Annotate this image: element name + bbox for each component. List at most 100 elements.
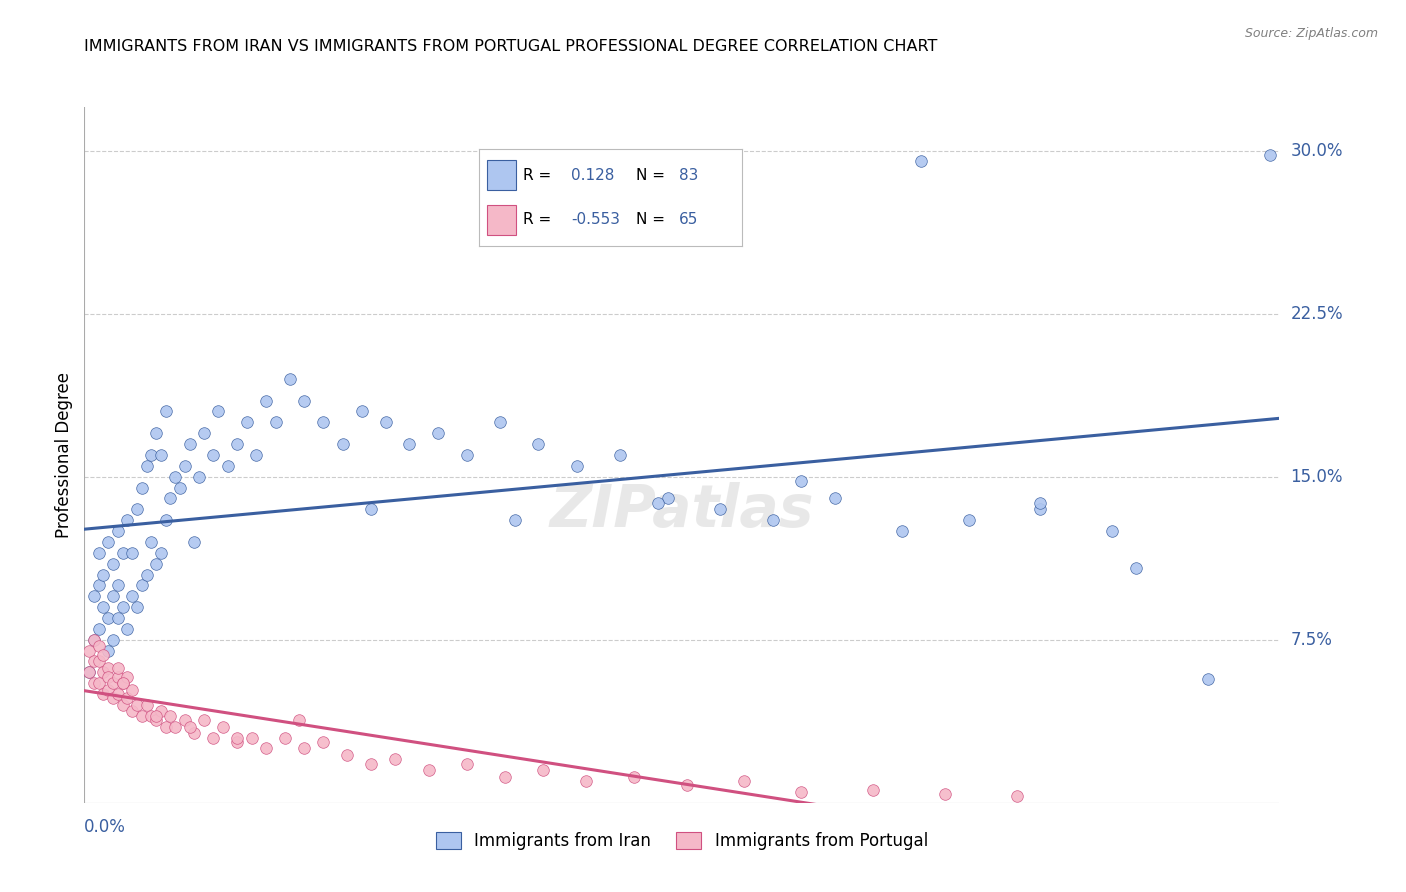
Point <box>762 513 785 527</box>
Point <box>494 770 516 784</box>
Point <box>527 437 550 451</box>
Point <box>1005 789 1028 804</box>
Point <box>890 524 912 538</box>
Point <box>135 698 157 712</box>
Point <box>332 437 354 451</box>
Point <box>179 720 201 734</box>
Point <box>83 589 105 603</box>
Point <box>647 496 669 510</box>
Point <box>531 763 554 777</box>
Text: -0.553: -0.553 <box>571 212 620 227</box>
Point <box>83 655 105 669</box>
Point <box>97 670 120 684</box>
Point <box>240 731 263 745</box>
FancyBboxPatch shape <box>486 161 516 190</box>
Point <box>489 415 512 429</box>
Point <box>312 415 335 429</box>
Point <box>675 778 697 792</box>
Point <box>288 713 311 727</box>
Point <box>575 774 598 789</box>
Point <box>159 491 181 506</box>
Point <box>125 698 148 712</box>
Point <box>202 731 225 745</box>
Point <box>657 491 679 506</box>
Point <box>179 437 201 451</box>
Point <box>350 404 373 418</box>
Point <box>101 557 124 571</box>
Point <box>111 698 134 712</box>
Point <box>87 676 110 690</box>
Point <box>456 756 478 771</box>
Point <box>709 502 731 516</box>
Text: N =: N = <box>637 212 665 227</box>
Point <box>145 713 167 727</box>
Point <box>117 670 139 684</box>
Text: 7.5%: 7.5% <box>1291 631 1333 648</box>
Point <box>121 682 143 697</box>
Point <box>609 448 631 462</box>
Point <box>93 687 115 701</box>
Point <box>121 546 143 560</box>
Point <box>360 756 382 771</box>
Text: R =: R = <box>523 168 551 183</box>
Point <box>121 589 143 603</box>
Point <box>117 513 139 527</box>
Point <box>87 655 110 669</box>
Point <box>83 632 105 647</box>
Point <box>135 567 157 582</box>
Point <box>236 415 259 429</box>
Point <box>107 687 129 701</box>
Point <box>111 676 134 690</box>
Point <box>131 708 153 723</box>
Point <box>93 600 115 615</box>
Y-axis label: Professional Degree: Professional Degree <box>55 372 73 538</box>
Point <box>87 622 110 636</box>
Point <box>97 535 120 549</box>
Point <box>207 404 229 418</box>
Point <box>456 448 478 462</box>
Point <box>111 676 134 690</box>
Point <box>111 600 134 615</box>
Point <box>83 632 105 647</box>
Point <box>427 426 450 441</box>
Point <box>107 611 129 625</box>
Point <box>1125 561 1147 575</box>
Point <box>418 763 440 777</box>
Point <box>1258 148 1281 162</box>
Text: 0.0%: 0.0% <box>84 818 127 836</box>
Point <box>790 785 813 799</box>
Point <box>77 665 100 680</box>
Point <box>165 469 187 483</box>
Point <box>141 535 163 549</box>
Text: ZIPatlas: ZIPatlas <box>550 482 814 539</box>
Point <box>245 448 267 462</box>
Point <box>254 741 277 756</box>
Point <box>360 502 382 516</box>
Point <box>188 469 211 483</box>
Point <box>131 481 153 495</box>
Point <box>121 705 143 719</box>
Point <box>145 708 167 723</box>
Point <box>145 557 167 571</box>
Text: 15.0%: 15.0% <box>1291 467 1343 485</box>
Point <box>374 415 396 429</box>
Point <box>107 661 129 675</box>
Point <box>398 437 420 451</box>
Point <box>101 676 124 690</box>
Point <box>910 154 932 169</box>
Point <box>274 731 297 745</box>
Text: 83: 83 <box>679 168 697 183</box>
Point <box>934 787 956 801</box>
Point <box>1197 672 1219 686</box>
Point <box>1029 496 1052 510</box>
Point <box>97 661 120 675</box>
Point <box>125 600 148 615</box>
Point <box>292 741 315 756</box>
Point <box>226 735 249 749</box>
Point <box>135 458 157 473</box>
Text: IMMIGRANTS FROM IRAN VS IMMIGRANTS FROM PORTUGAL PROFESSIONAL DEGREE CORRELATION: IMMIGRANTS FROM IRAN VS IMMIGRANTS FROM … <box>84 38 938 54</box>
Point <box>173 713 195 727</box>
Point <box>141 708 163 723</box>
Point <box>165 720 187 734</box>
Point <box>254 393 277 408</box>
